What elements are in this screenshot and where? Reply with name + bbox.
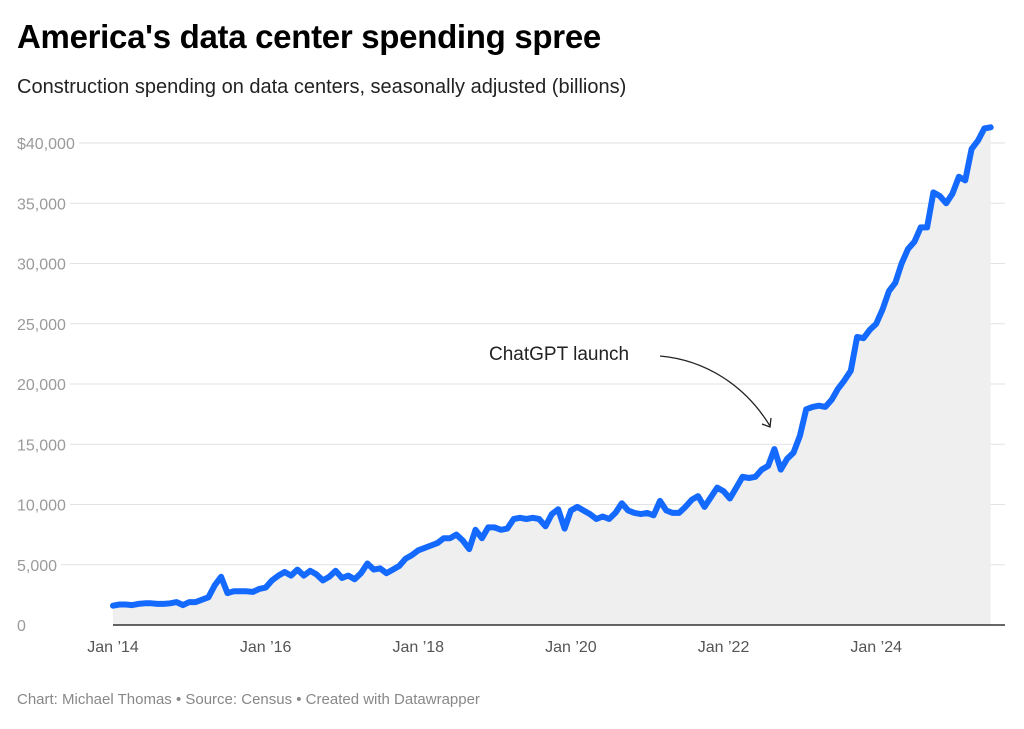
x-tick-label: Jan ’16	[240, 639, 292, 656]
annotation-label: ChatGPT launch	[489, 344, 629, 365]
annotation-arrow	[659, 355, 771, 427]
x-tick-label: Jan ’22	[698, 639, 750, 656]
y-tick-label: $40,000	[17, 136, 75, 153]
x-tick-label: Jan ’20	[545, 639, 597, 656]
tick-label-bg	[15, 196, 71, 214]
tick-label-bg	[15, 316, 71, 334]
area-fill	[113, 127, 991, 626]
y-tick-label: 30,000	[17, 257, 66, 274]
x-tick-label: Jan ’24	[850, 639, 902, 656]
y-tick-label: 10,000	[17, 498, 66, 515]
x-tick-label: Jan ’18	[392, 639, 444, 656]
tick-label-bg	[15, 618, 30, 635]
arrowhead-icon	[761, 417, 772, 428]
y-tick-label: 15,000	[17, 437, 66, 454]
y-tick-label: 0	[17, 618, 26, 635]
y-tick-label: 5,000	[17, 558, 57, 575]
y-tick-label: 25,000	[17, 317, 66, 334]
tick-label-bg	[15, 437, 71, 455]
tick-label-bg	[15, 136, 79, 153]
x-tick-label: Jan ’14	[87, 639, 139, 656]
tick-label-bg	[15, 557, 62, 575]
tick-label-bg	[15, 377, 71, 394]
chart-title: America's data center spending spree	[17, 18, 601, 55]
tick-label-bg	[15, 256, 71, 274]
tick-label-bg	[15, 497, 71, 515]
chart-subtitle: Construction spending on data centers, s…	[17, 76, 627, 98]
chart-footer: Chart: Michael Thomas • Source: Census •…	[17, 691, 480, 708]
y-tick-label: 35,000	[17, 196, 66, 213]
y-tick-label: 20,000	[17, 377, 66, 394]
